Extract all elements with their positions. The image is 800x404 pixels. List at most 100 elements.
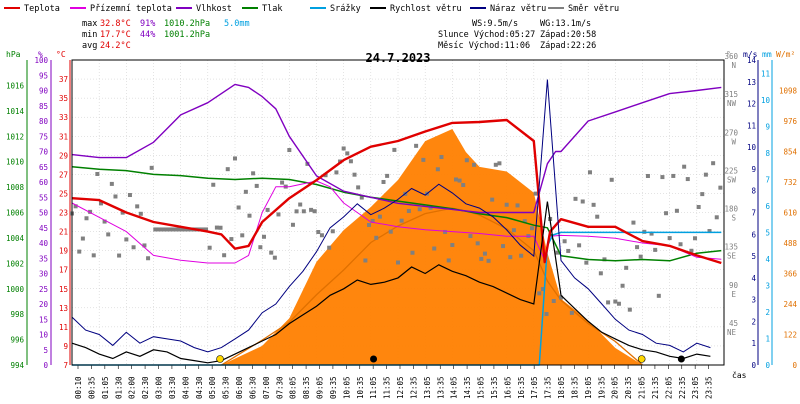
- sun-rise: Slunce Východ:05:27: [438, 30, 535, 40]
- wind-dir-point: [363, 258, 368, 263]
- wind-dir-point: [135, 204, 140, 209]
- wind-dir-point: [674, 208, 679, 213]
- x-tick-label: 06:00: [235, 376, 244, 399]
- wind-dir-point: [381, 179, 386, 184]
- wind-dir-point: [482, 251, 487, 256]
- legend-label: Přízemní teplota: [90, 4, 172, 14]
- pressure-tick: 998: [10, 310, 24, 319]
- wind-dir-point: [261, 234, 266, 239]
- wind-dir-point: [598, 271, 603, 276]
- x-tick-label: 13:35: [436, 376, 445, 399]
- wind-dir-point: [88, 209, 93, 214]
- wind-dir-point: [113, 194, 118, 199]
- wind-dir-point: [406, 209, 411, 214]
- wind-dir-point: [171, 227, 176, 232]
- wind-dir-point: [530, 226, 535, 231]
- wind-dir-point: [222, 253, 227, 258]
- wind-dir-point: [515, 203, 520, 208]
- rain-tick: 8: [765, 149, 770, 158]
- humidity-tick: 15: [39, 315, 48, 324]
- radiation-tick: 976: [783, 117, 797, 126]
- radiation-tick: 0: [792, 361, 797, 370]
- wind-dir-point: [356, 185, 361, 190]
- wind-dir-point: [616, 301, 621, 306]
- x-tick-label: 15:35: [490, 376, 499, 399]
- wind-dir-point: [453, 177, 458, 182]
- wind-dir-point: [414, 143, 419, 148]
- x-tick-label: 01:30: [114, 376, 123, 399]
- wind-dir-point: [540, 287, 545, 292]
- wind-dir-point: [240, 233, 245, 238]
- temperature-tick: 15: [59, 285, 68, 294]
- rain-tick: 6: [765, 202, 770, 211]
- rain-tick: 10: [761, 96, 771, 105]
- moon-marker: [677, 355, 685, 363]
- wind-speed-tick: 9: [751, 165, 756, 174]
- unit-pct: %: [38, 50, 43, 59]
- wind-dir-point: [243, 189, 248, 194]
- wind-dir-point: [457, 178, 462, 183]
- wind-dir-point: [127, 193, 132, 198]
- wind-dir-point: [396, 260, 400, 265]
- wind-dir-point: [595, 214, 600, 219]
- humidity-tick: 0: [43, 361, 48, 370]
- x-tick-label: 03:30: [168, 376, 177, 399]
- humidity-tick: 25: [39, 285, 48, 294]
- wind-dir-point: [323, 173, 328, 178]
- humidity-tick: 95: [39, 71, 48, 80]
- x-tick-label: 07:00: [262, 376, 271, 399]
- x-tick-label: 14:05: [450, 376, 459, 399]
- wind-dir-point: [399, 218, 404, 223]
- rain-tick: 7: [765, 175, 770, 184]
- wind-dir-point: [577, 243, 582, 248]
- legend-label: Rychlost větru: [390, 4, 462, 14]
- wind-dir-point: [330, 229, 335, 234]
- wind-dir-point: [280, 180, 285, 185]
- wind-dir-point: [301, 209, 306, 214]
- wind-dir-point: [602, 257, 607, 262]
- wind-dir-point: [385, 173, 390, 178]
- left-axes: 9949969981000100210041006100810101012101…: [6, 56, 71, 370]
- rain-tick: 3: [765, 281, 770, 290]
- temperature-tick: 25: [59, 189, 68, 198]
- wind-dir-point: [700, 192, 705, 197]
- wind-dir-point: [555, 250, 560, 255]
- x-tick-label: 00:10: [74, 376, 83, 399]
- x-tick-label: 20:05: [611, 376, 620, 399]
- humidity-line: [71, 83, 722, 214]
- sun-set: Západ:20:58: [540, 30, 596, 40]
- wind-dir-tick: 180: [724, 205, 738, 214]
- unit-deg: °: [726, 50, 731, 59]
- x-tick-label: 05:30: [222, 376, 231, 399]
- x-tick-label: 17:35: [544, 376, 553, 399]
- x-tick-label: 18:05: [557, 376, 566, 399]
- wind-dir-point: [218, 225, 223, 230]
- unit-mm: mm: [762, 50, 772, 59]
- wind-dir-point: [693, 236, 698, 241]
- temperature-tick: 37: [59, 75, 68, 84]
- pressure-tick: 1014: [6, 107, 25, 116]
- wind-dir-point: [106, 232, 111, 237]
- pressure-tick: 1004: [6, 234, 25, 243]
- humidity-tick: 85: [39, 102, 48, 111]
- wind-speed-tick: 6: [751, 230, 756, 239]
- wind-dir-label: N: [731, 61, 736, 70]
- wind-dir-point: [182, 227, 187, 232]
- humidity-tick: 5: [43, 346, 48, 355]
- humidity-tick: 100: [34, 56, 48, 65]
- series-lines: [71, 79, 722, 366]
- wind-dir-point: [501, 244, 506, 249]
- right-axes: 45NE90E135SE180S225SW270W315NW360N012345…: [724, 52, 797, 370]
- axis-units: hPa % °C ° m/s mm W/m² čas: [6, 50, 795, 380]
- pressure-tick: 1012: [6, 132, 24, 141]
- x-tick-label: 21:05: [638, 376, 647, 399]
- wind-dir-label: W: [731, 137, 736, 146]
- temperature-tick: 9: [63, 342, 68, 351]
- wind-dir-point: [207, 245, 212, 250]
- wind-speed-tick: 0: [751, 361, 756, 370]
- wind-dir-point: [153, 227, 158, 232]
- wind-dir-point: [142, 243, 147, 248]
- wind-dir-point: [236, 205, 241, 210]
- radiation-tick: 122: [783, 331, 797, 340]
